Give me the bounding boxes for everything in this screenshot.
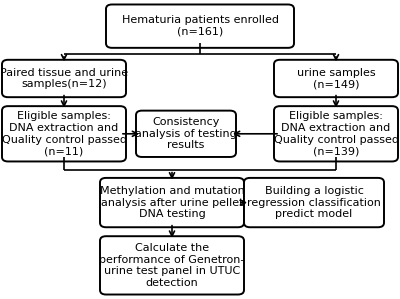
Text: Paired tissue and urine
samples(n=12): Paired tissue and urine samples(n=12)	[0, 68, 128, 89]
FancyBboxPatch shape	[136, 111, 236, 157]
Text: Building a logistic
regression classification
predict model: Building a logistic regression classific…	[247, 186, 381, 219]
Text: Eligible samples:
DNA extraction and
Quality control passed
(n=139): Eligible samples: DNA extraction and Qua…	[274, 112, 398, 156]
FancyBboxPatch shape	[2, 60, 126, 97]
FancyBboxPatch shape	[100, 236, 244, 295]
FancyBboxPatch shape	[2, 106, 126, 161]
Text: Calculate the
performance of Genetron-
urine test panel in UTUC
detection: Calculate the performance of Genetron- u…	[99, 243, 245, 288]
FancyBboxPatch shape	[244, 178, 384, 227]
FancyBboxPatch shape	[106, 4, 294, 48]
FancyBboxPatch shape	[100, 178, 244, 227]
Text: urine samples
(n=149): urine samples (n=149)	[297, 68, 375, 89]
Text: Consistency
analysis of testing
results: Consistency analysis of testing results	[135, 117, 237, 150]
Text: Eligible samples:
DNA extraction and
Quality control passed
(n=11): Eligible samples: DNA extraction and Qua…	[2, 112, 126, 156]
Text: Hematuria patients enrolled
(n=161): Hematuria patients enrolled (n=161)	[122, 15, 278, 37]
FancyBboxPatch shape	[274, 106, 398, 161]
FancyBboxPatch shape	[274, 60, 398, 97]
Text: Methylation and mutation
analysis after urine pellet
DNA testing: Methylation and mutation analysis after …	[100, 186, 244, 219]
